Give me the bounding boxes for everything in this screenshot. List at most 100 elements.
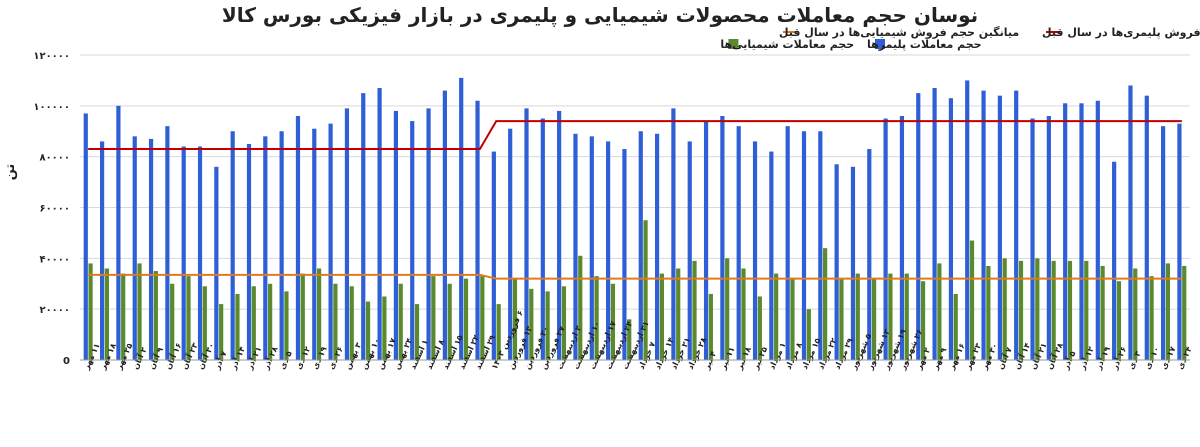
- bar-polymers: [687, 141, 692, 360]
- bar-chemicals: [121, 273, 126, 360]
- bar-polymers: [818, 131, 823, 360]
- bar-chemicals: [610, 283, 616, 360]
- bar-chemicals: [219, 304, 224, 360]
- bar-chemicals: [627, 319, 632, 360]
- bar-polymers: [883, 118, 888, 360]
- y-tick-label: ۱۲۰۰۰۰: [33, 51, 70, 62]
- bar-chemicals: [725, 258, 730, 360]
- bar-polymers: [997, 95, 1002, 361]
- bar-polymers: [899, 116, 905, 360]
- bar-polymers: [181, 146, 186, 360]
- bar-chemicals: [839, 278, 844, 360]
- bar-chemicals: [1165, 263, 1171, 360]
- bar-polymers: [1144, 95, 1149, 361]
- bar-polymers: [654, 133, 660, 360]
- average-lines: [88, 120, 1182, 280]
- bar-chemicals: [969, 240, 975, 360]
- y-tick-label: ۶۰۰۰۰: [39, 204, 70, 215]
- y-tick-label: 0: [63, 356, 70, 367]
- line-polymer-average: [88, 120, 1182, 151]
- bar-chemicals: [1035, 258, 1040, 360]
- bar-polymers: [442, 90, 447, 360]
- bar-polymers: [916, 93, 921, 361]
- bar-polymers: [295, 116, 301, 360]
- bar-chemicals: [1084, 260, 1089, 361]
- bar-chemicals: [888, 273, 893, 360]
- bar-polymers: [230, 131, 235, 360]
- bar-chemicals: [561, 286, 567, 360]
- bar-chemicals: [920, 281, 926, 360]
- bar-chemicals: [643, 220, 648, 360]
- bar-polymers: [426, 108, 431, 361]
- y-tick-label: ۴۰۰۰۰: [39, 254, 70, 265]
- bar-chemicals: [855, 273, 860, 360]
- bar-polymers: [279, 131, 284, 360]
- bar-polymers: [622, 149, 627, 360]
- bar-polymers: [99, 141, 105, 360]
- bar-chemicals: [300, 273, 305, 360]
- bar-polymers: [720, 116, 725, 360]
- bars: [83, 77, 1187, 361]
- bar-polymers: [948, 98, 954, 361]
- bar-polymers: [932, 88, 937, 360]
- bar-polymers: [1014, 90, 1019, 360]
- bar-chemicals: [382, 296, 387, 360]
- legend-label: حجم معاملات شیمیایی‌ها: [720, 38, 854, 51]
- bar-chemicals: [986, 265, 991, 360]
- bar-chemicals: [708, 293, 713, 360]
- bar-polymers: [573, 133, 578, 360]
- bar-chemicals: [447, 283, 452, 360]
- bar-chemicals: [594, 276, 599, 361]
- bar-polymers: [1128, 85, 1133, 360]
- bar-chemicals: [1051, 260, 1056, 361]
- bar-polymers: [703, 121, 709, 360]
- bar-polymers: [83, 113, 88, 361]
- bar-chemicals: [871, 278, 877, 360]
- y-axis-label: تن: [3, 164, 18, 181]
- bar-chemicals: [431, 276, 436, 361]
- bar-chemicals: [398, 283, 403, 360]
- bar-polymers: [736, 126, 741, 360]
- bar-polymers: [785, 126, 790, 360]
- bar-polymers: [752, 141, 758, 360]
- bar-polymers: [1161, 126, 1166, 360]
- bar-chemicals: [104, 268, 109, 360]
- bar-chemicals: [904, 273, 909, 360]
- bar-polymers: [393, 110, 399, 360]
- bar-chemicals: [1182, 265, 1187, 360]
- bar-polymers: [981, 90, 986, 360]
- bar-chemicals: [1100, 265, 1105, 360]
- bar-chemicals: [741, 268, 746, 360]
- gridlines: [80, 54, 1190, 310]
- bar-chemicals: [1018, 260, 1024, 361]
- bar-chemicals: [414, 304, 420, 360]
- bar-polymers: [965, 80, 970, 361]
- bar-polymers: [116, 105, 121, 360]
- bar-polymers: [214, 166, 219, 360]
- bar-polymers: [1177, 123, 1182, 361]
- bar-chemicals: [1149, 276, 1154, 361]
- y-tick-label: ۸۰۰۰۰: [39, 153, 70, 164]
- legend-swatch: [728, 39, 739, 49]
- bar-polymers: [148, 138, 154, 361]
- bar-chemicals: [953, 293, 958, 360]
- bar-chemicals: [137, 263, 142, 360]
- bar-polymers: [557, 110, 562, 360]
- bar-polymers: [132, 136, 137, 360]
- bar-chemicals: [790, 278, 795, 360]
- bar-polymers: [606, 141, 611, 360]
- bar-chemicals: [333, 283, 338, 360]
- legend-swatch: [875, 39, 885, 49]
- chart-title: نوسان حجم معاملات محصولات شیمیایی و پلیم…: [222, 3, 978, 28]
- bar-polymers: [671, 108, 676, 361]
- bar-chemicals: [692, 260, 697, 361]
- bar-chemicals: [88, 263, 93, 360]
- bar-polymers: [850, 166, 856, 360]
- bar-polymers: [410, 121, 415, 360]
- bar-polymers: [769, 151, 774, 360]
- bar-chemicals: [235, 293, 240, 360]
- bar-polymers: [459, 77, 464, 361]
- bar-polymers: [197, 146, 203, 360]
- bar-polymers: [263, 136, 268, 360]
- bar-chemicals: [937, 263, 942, 360]
